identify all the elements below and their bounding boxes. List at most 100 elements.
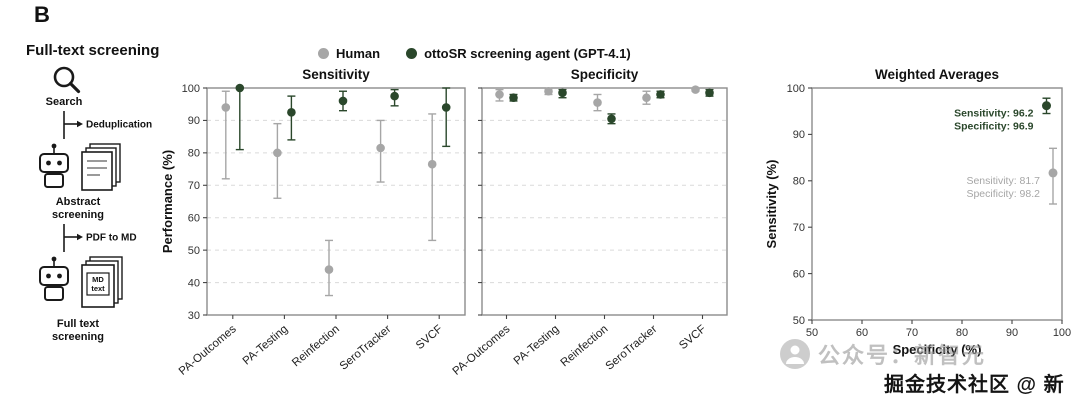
- x-category-label: Reinfection: [559, 323, 611, 369]
- magnifier-icon: [53, 66, 81, 94]
- y-tick-label: 80: [188, 148, 200, 160]
- x-category-label: PA-Testing: [241, 323, 291, 367]
- x-tick-label: 80: [956, 327, 968, 339]
- point-annotation: Specificity: 96.9: [954, 121, 1034, 133]
- robot-icon: [39, 256, 69, 301]
- panel-border: [811, 87, 1063, 321]
- data-point-ottosr: [509, 93, 518, 103]
- y-axis-title: Sensitivity (%): [764, 160, 779, 249]
- arrow-down-branch-icon: [63, 224, 83, 252]
- chart-legend: Human ottoSR screening agent (GPT-4.1): [318, 46, 631, 61]
- legend-item-ottosr: ottoSR screening agent (GPT-4.1): [406, 46, 631, 61]
- abstract-screening-label-line1: Abstract: [56, 196, 101, 208]
- legend-dot-ottosr-icon: [406, 48, 418, 59]
- arrow-down-branch-icon: [63, 111, 83, 139]
- pdf-to-md-label: PDF to MD: [86, 233, 137, 244]
- data-point-ottosr: [338, 96, 348, 106]
- y-tick-label: 40: [188, 277, 200, 289]
- point-annotation: Sensitivity: 96.2: [954, 108, 1034, 120]
- x-category-label: PA-Outcomes: [451, 323, 513, 378]
- abstract-screening-label-line2: screening: [52, 209, 104, 221]
- y-tick-label: 70: [793, 222, 805, 234]
- deduplication-label: Deduplication: [86, 120, 152, 131]
- x-category-label: PA-Testing: [512, 323, 562, 367]
- panel-weighted-averages: 50 60 70 80 90 100 50 60 70 80 90 100 Sensitivity: 9…: [787, 83, 1072, 339]
- y-axis-title: Performance (%): [160, 150, 175, 253]
- data-point-human: [544, 86, 553, 96]
- data-point-human: [324, 265, 334, 274]
- legend-item-human: Human: [318, 46, 380, 61]
- fulltext-label-line2: screening: [52, 331, 104, 343]
- data-point-human: [221, 103, 231, 112]
- panel-sensitivity: 30 40 50 60 70 80 90 100 PA-Outcomes PA-Testing Re…: [177, 83, 466, 378]
- panel-title: Weighted Averages: [875, 67, 999, 82]
- y-tick-label: 50: [188, 245, 200, 257]
- legend-label-ottosr: ottoSR screening agent (GPT-4.1): [424, 46, 631, 61]
- data-point: [1048, 168, 1058, 178]
- watermark-juejin-text: 掘金技术社区 @ 新智元: [884, 374, 1065, 396]
- x-tick-label: 90: [1006, 327, 1018, 339]
- x-category-label: SVCF: [677, 323, 708, 352]
- y-tick-label: 60: [188, 213, 200, 225]
- y-tick-label: 80: [793, 176, 805, 188]
- data-point-ottosr: [235, 83, 245, 93]
- x-category-label: SeroTracker: [604, 323, 660, 373]
- panel-label: B: [34, 2, 50, 27]
- y-tick-label: 50: [793, 315, 805, 327]
- y-tick-label: 30: [188, 310, 200, 322]
- flowchart-diagram: Search Deduplication Abstract screening: [39, 66, 152, 343]
- x-tick-label: 70: [906, 327, 918, 339]
- data-point-human: [427, 159, 437, 169]
- md-doc-text-line1: MD: [92, 275, 104, 284]
- watermark-wechat: 公众号：新智元: [780, 338, 986, 370]
- robot-icon: [39, 143, 69, 188]
- search-label: Search: [46, 96, 83, 108]
- data-point-human: [593, 98, 602, 107]
- data-point-ottosr: [656, 90, 665, 99]
- x-category-label: SVCF: [414, 323, 445, 352]
- point-annotation: Sensitivity: 81.7: [966, 175, 1040, 187]
- x-tick-label: 60: [856, 327, 868, 339]
- data-point-ottosr: [705, 88, 714, 98]
- panel-title: Sensitivity: [302, 67, 370, 82]
- x-axis-title: Specificity (%): [893, 342, 982, 357]
- point-annotation: Specificity: 98.2: [966, 188, 1040, 200]
- data-point-ottosr: [287, 108, 296, 117]
- panel-bg: [482, 88, 727, 315]
- x-tick-label: 50: [806, 327, 818, 339]
- fulltext-label-line1: Full text: [57, 318, 100, 330]
- x-tick-label: 100: [1053, 327, 1071, 339]
- data-point-human: [691, 85, 700, 94]
- data-point-human: [495, 90, 504, 99]
- y-tick-label: 60: [793, 268, 805, 280]
- documents-stack-icon: [81, 143, 121, 191]
- watermark-wechat-text: 公众号：新智元: [818, 343, 987, 368]
- panel-bg: [207, 88, 465, 315]
- y-tick-label: 100: [787, 83, 805, 95]
- data-point: [1042, 101, 1051, 111]
- x-category-label: Reinfection: [290, 323, 342, 369]
- y-tick-label: 90: [793, 129, 805, 141]
- y-tick-label: 100: [182, 83, 200, 95]
- x-category-label: PA-Outcomes: [177, 323, 239, 378]
- data-point-ottosr: [441, 103, 451, 112]
- y-tick-label: 70: [188, 180, 200, 192]
- md-document-icon: MD text: [81, 256, 123, 308]
- legend-dot-human-icon: [318, 48, 329, 59]
- data-point-human: [376, 143, 385, 153]
- panel-specificity: PA-Outcomes PA-TestingReinfectionSeroTrac…: [451, 85, 728, 378]
- x-category-label: SeroTracker: [338, 323, 394, 373]
- y-tick-label: 90: [188, 115, 200, 127]
- data-point-ottosr: [558, 88, 567, 98]
- watermark-logo-icon: [780, 339, 810, 369]
- md-doc-text-line2: text: [91, 284, 105, 293]
- data-point-human: [642, 93, 651, 103]
- panel-title: Specificity: [571, 67, 639, 82]
- data-point-human: [273, 148, 282, 158]
- flowchart-title: Full-text screening: [26, 42, 160, 59]
- data-point-ottosr: [607, 114, 616, 124]
- legend-label-human: Human: [336, 46, 381, 61]
- data-point-ottosr: [390, 91, 399, 101]
